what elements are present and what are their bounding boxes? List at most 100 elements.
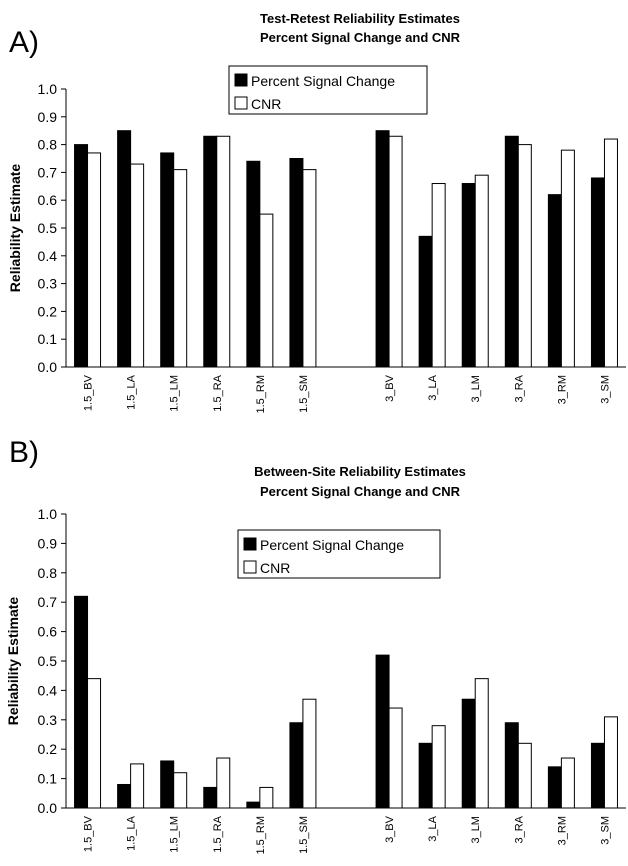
x-tick-label: 3_LM (470, 375, 482, 403)
bar-cnr-15_sm (302, 698, 317, 809)
bar-psc-3_bv (375, 654, 390, 809)
y-tick-label: 0.0 (38, 800, 58, 816)
bar-chart-a: Reliability Estimate 0.0 0.1 0.2 0.3 0.4 0.5 0.… (7, 65, 626, 414)
y-tick-label: 0.7 (38, 164, 58, 180)
bar-psc-3_la (418, 235, 433, 368)
legend-swatch (234, 96, 248, 110)
y-axis-title: Reliability Estimate (7, 164, 23, 293)
x-tick-label: 1.5_LM (169, 816, 181, 853)
bar-cnr-3_ra (517, 742, 532, 809)
bar-psc-3_sm (590, 177, 605, 368)
bar-cnr-15_lm (173, 169, 188, 368)
bar-psc-3_ra (504, 135, 519, 368)
bar-psc-3_sm (590, 742, 605, 809)
y-tick-label: 0.4 (38, 682, 58, 698)
legend-label: Percent Signal Change (251, 73, 395, 89)
chart-panel-a: A) Test-Retest Reliability Estimates Per… (0, 0, 628, 430)
x-tick-label: 3_RA (513, 815, 525, 843)
bar-psc-15_bv (74, 595, 89, 809)
bar-chart-b: Reliability Estimate 0.0 0.1 0.2 0.3 0.4 0.5 0.… (5, 506, 626, 855)
bar-psc-15_bv (74, 144, 89, 368)
x-tick-label: 3_RA (513, 374, 525, 402)
y-tick-label: 0.2 (38, 741, 58, 757)
panel-label-a: A) (9, 26, 39, 59)
legend-label: Percent Signal Change (260, 537, 404, 553)
bar-psc-15_lm (160, 152, 175, 368)
y-tick-label: 0.8 (38, 137, 58, 153)
legend-swatch (243, 537, 257, 551)
legend-box (237, 529, 441, 579)
x-tick-label: 3_RM (556, 375, 568, 404)
x-tick-label: 3_BV (384, 374, 396, 402)
chart-title-b: Between-Site Reliability Estimates (254, 464, 466, 479)
x-tick-label: 3_LA (427, 374, 439, 400)
y-tick-label: 0.9 (38, 535, 58, 551)
y-tick-label: 1.0 (38, 81, 58, 97)
legend-swatch (243, 560, 257, 574)
bar-psc-3_ra (504, 722, 519, 809)
x-tick-label: 3_SM (599, 816, 611, 845)
bar-psc-15_sm (289, 158, 304, 368)
chart-panel-b: B) Between-Site Reliability Estimates Pe… (0, 432, 628, 866)
bar-cnr-15_bv (87, 152, 102, 368)
x-tick-label: 1.5_RM (255, 816, 267, 855)
bar-psc-3_bv (375, 130, 390, 368)
bar-cnr-15_rm (259, 213, 274, 368)
bar-psc-15_la (117, 783, 132, 809)
x-tick-label: 1.5_LA (126, 374, 138, 410)
y-axis-title: Reliability Estimate (5, 597, 21, 726)
x-tick-label: 1.5_LA (126, 815, 138, 851)
legend-label: CNR (260, 560, 290, 576)
x-tick-label: 1.5_SM (298, 816, 310, 854)
bar-psc-3_lm (461, 698, 476, 809)
y-tick-label: 0.1 (38, 771, 58, 787)
bar-psc-15_rm (246, 160, 261, 368)
bar-cnr-3_sm (603, 716, 618, 809)
x-tick-label: 1.5_BV (83, 815, 95, 852)
bar-cnr-15_bv (87, 678, 102, 809)
y-tick-label: 0.7 (38, 594, 58, 610)
x-tick-label: 3_LA (427, 815, 439, 841)
bar-psc-15_sm (289, 722, 304, 809)
bar-psc-15_ra (203, 786, 218, 809)
bar-cnr-15_la (130, 763, 145, 809)
chart-subtitle-b: Percent Signal Change and CNR (259, 484, 461, 499)
y-tick-label: 0.3 (38, 712, 58, 728)
bar-psc-3_la (418, 742, 433, 809)
legend-swatch (234, 73, 248, 87)
x-tick-label: 1.5_BV (83, 374, 95, 411)
y-tick-label: 0.6 (38, 624, 58, 640)
bar-psc-3_rm (547, 194, 562, 368)
x-tick-label: 1.5_RA (212, 815, 224, 852)
bar-cnr-15_sm (302, 169, 317, 368)
bar-cnr-15_la (130, 163, 145, 368)
y-tick-label: 0.3 (38, 276, 58, 292)
y-tick-label: 0.5 (38, 220, 58, 236)
legend-label: CNR (251, 96, 281, 112)
x-tick-label: 1.5_RA (212, 374, 224, 411)
bar-cnr-3_rm (560, 757, 575, 809)
bar-cnr-15_lm (173, 772, 188, 809)
bar-cnr-3_ra (517, 144, 532, 368)
x-tick-label: 3_RM (556, 816, 568, 845)
x-tick-label: 1.5_LM (169, 375, 181, 412)
chart-title-a: Test-Retest Reliability Estimates (260, 11, 460, 26)
y-tick-label: 0.2 (38, 303, 58, 319)
x-tick-label: 1.5_RM (255, 375, 267, 414)
y-tick-label: 0.5 (38, 653, 58, 669)
y-tick-label: 0.9 (38, 109, 58, 125)
bar-cnr-15_ra (216, 757, 231, 809)
y-tick-label: 0.4 (38, 248, 58, 264)
y-tick-label: 0.6 (38, 192, 58, 208)
y-tick-label: 0.0 (38, 359, 58, 375)
x-tick-label: 3_SM (599, 375, 611, 404)
bar-cnr-3_la (431, 725, 446, 809)
bar-psc-15_ra (203, 135, 218, 368)
bar-psc-15_rm (246, 801, 261, 809)
bar-psc-3_rm (547, 766, 562, 809)
bar-cnr-3_lm (474, 678, 489, 809)
bar-cnr-3_la (431, 183, 446, 368)
bar-psc-15_la (117, 130, 132, 368)
y-tick-label: 1.0 (38, 506, 58, 522)
bar-cnr-15_rm (259, 786, 274, 809)
